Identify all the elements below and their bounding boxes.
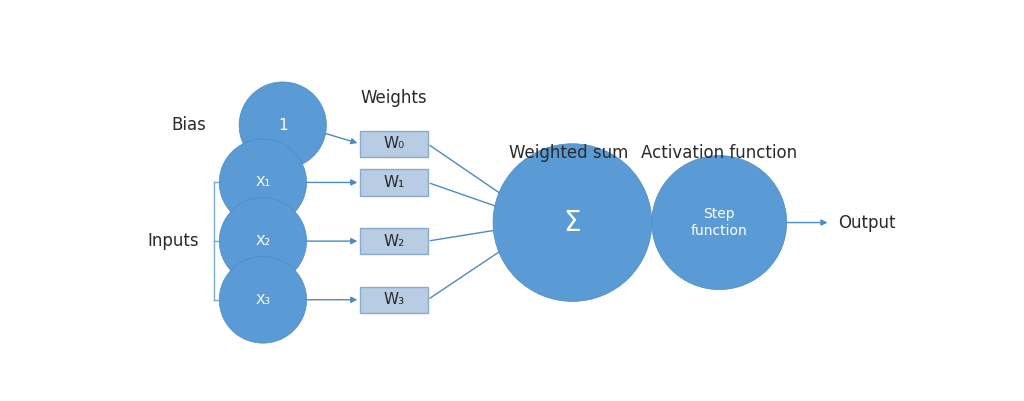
- Text: X₂: X₂: [255, 234, 270, 248]
- Ellipse shape: [494, 144, 652, 302]
- Text: W₂: W₂: [383, 234, 404, 249]
- Text: Step
function: Step function: [691, 207, 748, 238]
- Ellipse shape: [240, 82, 327, 169]
- Text: Activation function: Activation function: [641, 144, 798, 162]
- Text: Σ: Σ: [563, 209, 582, 237]
- FancyBboxPatch shape: [360, 169, 428, 196]
- Text: W₁: W₁: [383, 175, 404, 190]
- Text: X₃: X₃: [255, 293, 270, 307]
- Text: W₀: W₀: [383, 136, 404, 151]
- Text: Output: Output: [839, 214, 896, 231]
- Text: X₁: X₁: [255, 175, 270, 189]
- Text: W₃: W₃: [383, 292, 404, 307]
- Text: 1: 1: [278, 118, 288, 133]
- Ellipse shape: [219, 198, 306, 284]
- Text: Weighted sum: Weighted sum: [509, 144, 628, 162]
- FancyBboxPatch shape: [360, 287, 428, 313]
- Text: Weights: Weights: [360, 89, 427, 107]
- FancyBboxPatch shape: [360, 228, 428, 254]
- Ellipse shape: [651, 156, 786, 290]
- FancyBboxPatch shape: [360, 131, 428, 157]
- Text: Inputs: Inputs: [147, 232, 200, 250]
- Ellipse shape: [219, 256, 306, 343]
- Ellipse shape: [219, 139, 306, 226]
- Text: Bias: Bias: [172, 116, 207, 134]
